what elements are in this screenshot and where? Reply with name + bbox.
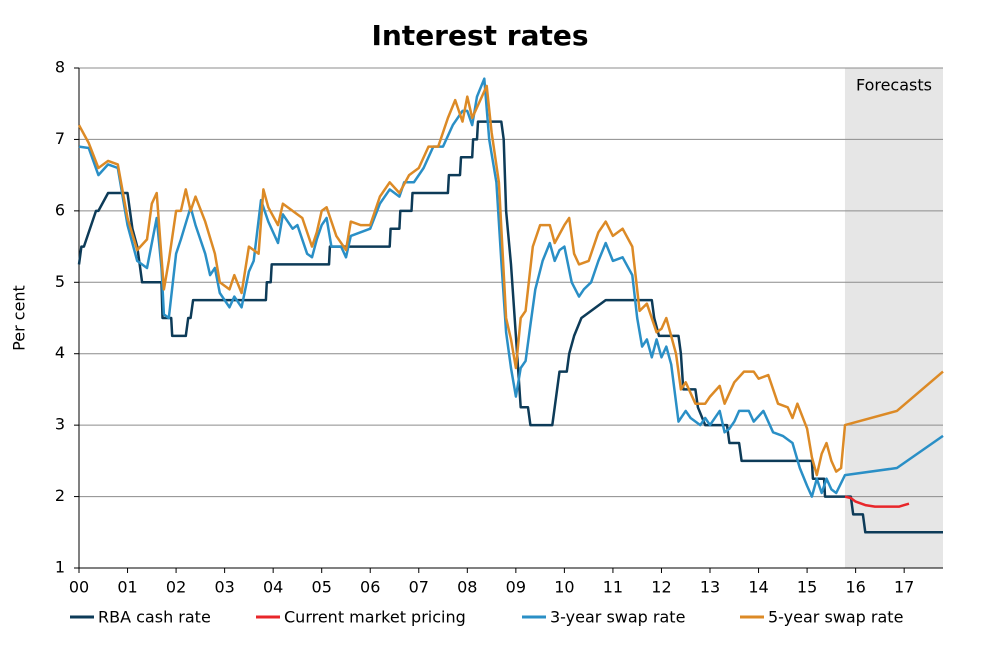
x-tick-label: 05 — [312, 578, 332, 597]
x-tick-label: 06 — [360, 578, 380, 597]
x-tick-label: 14 — [748, 578, 768, 597]
forecast-layer: Forecasts — [844, 68, 943, 568]
x-tick-label: 01 — [117, 578, 137, 597]
y-tick-label: 8 — [55, 58, 65, 77]
legend-label: Current market pricing — [284, 608, 466, 627]
y-tick-label: 7 — [55, 129, 65, 148]
x-tick-label: 00 — [69, 578, 89, 597]
x-tick-label: 16 — [845, 578, 865, 597]
y-tick-label: 3 — [55, 415, 65, 434]
x-tick-label: 12 — [651, 578, 671, 597]
x-tick-label: 17 — [894, 578, 914, 597]
series-line — [78, 77, 944, 498]
series-line — [844, 495, 910, 508]
x-tick-label: 08 — [457, 578, 477, 597]
forecast-label: Forecasts — [856, 76, 932, 95]
x-tick-label: 07 — [409, 578, 429, 597]
chart-title: Interest rates — [371, 19, 588, 52]
x-tick-label: 13 — [700, 578, 720, 597]
series-line — [77, 120, 943, 534]
legend-label: RBA cash rate — [98, 608, 211, 627]
y-tick-label: 4 — [55, 343, 65, 362]
x-tick-label: 03 — [214, 578, 234, 597]
legend-label: 5-year swap rate — [768, 608, 903, 627]
y-tick-label: 6 — [55, 200, 65, 219]
x-tick-label: 09 — [506, 578, 526, 597]
x-tick-label: 02 — [166, 578, 186, 597]
x-tick-label: 04 — [263, 578, 283, 597]
series-line — [77, 84, 944, 477]
forecast-region — [844, 68, 943, 568]
legend-label: 3-year swap rate — [550, 608, 685, 627]
x-tick-label: 15 — [797, 578, 817, 597]
y-tick-label: 5 — [55, 272, 65, 291]
y-axis-label: Per cent — [10, 285, 29, 351]
x-tick-label: 11 — [603, 578, 623, 597]
y-tick-label: 1 — [55, 558, 65, 577]
x-tick-label: 10 — [554, 578, 574, 597]
y-tick-label: 2 — [55, 486, 65, 505]
